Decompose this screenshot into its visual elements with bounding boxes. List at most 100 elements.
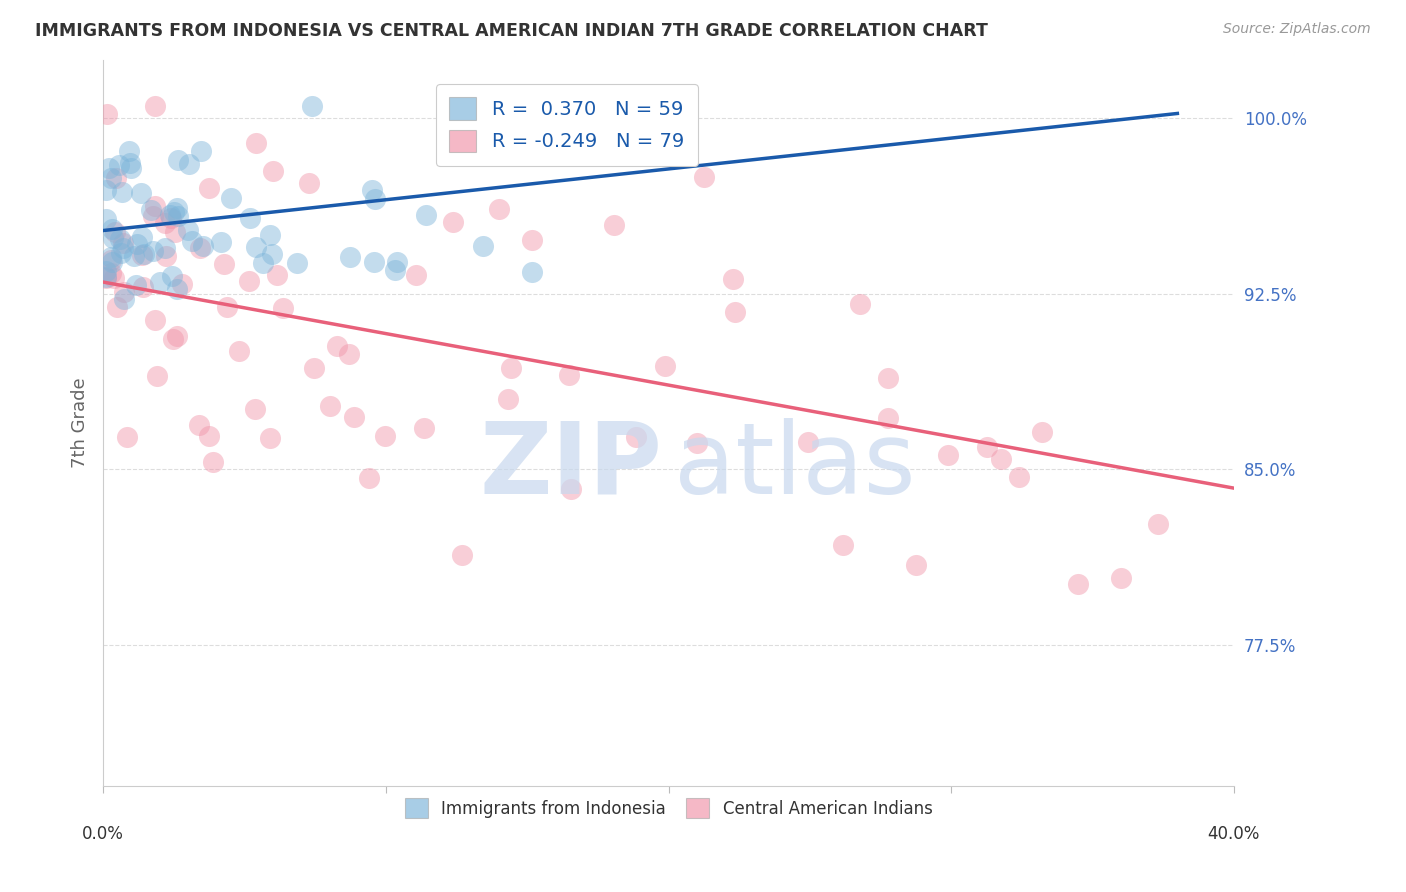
Point	[936, 449, 959, 463]
Point	[1008, 469, 1031, 483]
Point	[96, 107, 118, 121]
Point	[129, 186, 152, 200]
Point	[100, 255, 122, 269]
Point	[260, 247, 283, 261]
Point	[259, 227, 281, 242]
Point	[693, 169, 716, 184]
Point	[405, 268, 427, 282]
Point	[104, 171, 127, 186]
Point	[877, 371, 900, 385]
Point	[832, 538, 855, 552]
Point	[302, 360, 325, 375]
Point	[143, 199, 166, 213]
Point	[287, 256, 309, 270]
Point	[139, 203, 162, 218]
Text: atlas: atlas	[675, 417, 915, 515]
Point	[166, 153, 188, 168]
Point	[228, 344, 250, 359]
Point	[450, 549, 472, 563]
Point	[118, 156, 141, 170]
Point	[143, 313, 166, 327]
Point	[160, 211, 183, 226]
Point	[170, 277, 193, 291]
Point	[188, 241, 211, 255]
Point	[112, 293, 135, 307]
Point	[415, 208, 437, 222]
Point	[721, 272, 744, 286]
Point	[190, 144, 212, 158]
Point	[498, 392, 520, 407]
Point	[603, 218, 626, 232]
Point	[160, 269, 183, 284]
Point	[153, 241, 176, 255]
Point	[122, 249, 145, 263]
Point	[179, 156, 201, 170]
Point	[202, 455, 225, 469]
Point	[337, 347, 360, 361]
Point	[104, 226, 127, 240]
Point	[131, 229, 153, 244]
Point	[271, 301, 294, 315]
Point	[149, 276, 172, 290]
Point	[142, 244, 165, 258]
Point	[100, 170, 122, 185]
Point	[115, 429, 138, 443]
Point	[108, 232, 131, 246]
Point	[131, 280, 153, 294]
Point	[245, 240, 267, 254]
Point	[143, 99, 166, 113]
Point	[100, 266, 122, 280]
Text: 0.0%: 0.0%	[82, 825, 124, 844]
Point	[1031, 425, 1053, 440]
Point	[990, 452, 1012, 467]
Point	[876, 411, 898, 425]
Point	[100, 250, 122, 264]
Point	[132, 247, 155, 261]
Point	[624, 430, 647, 444]
Point	[94, 212, 117, 227]
Point	[112, 241, 135, 255]
Point	[499, 361, 522, 376]
Point	[166, 209, 188, 223]
Point	[176, 223, 198, 237]
Point	[252, 256, 274, 270]
Point	[796, 434, 818, 449]
Point	[101, 222, 124, 236]
Point	[357, 471, 380, 485]
Text: 40.0%: 40.0%	[1208, 825, 1260, 844]
Point	[374, 429, 396, 443]
Point	[142, 209, 165, 223]
Point	[245, 136, 267, 151]
Point	[472, 238, 495, 252]
Point	[209, 235, 232, 249]
Point	[94, 182, 117, 196]
Point	[153, 216, 176, 230]
Text: ZIP: ZIP	[479, 417, 662, 515]
Point	[266, 268, 288, 282]
Point	[100, 252, 122, 267]
Point	[94, 269, 117, 284]
Point	[385, 255, 408, 269]
Point	[849, 297, 872, 311]
Point	[560, 482, 582, 496]
Y-axis label: 7th Grade: 7th Grade	[72, 377, 89, 468]
Point	[103, 271, 125, 285]
Point	[441, 215, 464, 229]
Point	[262, 163, 284, 178]
Point	[384, 263, 406, 277]
Point	[364, 192, 387, 206]
Point	[101, 231, 124, 245]
Point	[298, 176, 321, 190]
Point	[654, 359, 676, 373]
Point	[125, 236, 148, 251]
Point	[724, 305, 747, 319]
Point	[131, 248, 153, 262]
Point	[239, 211, 262, 225]
Point	[363, 255, 385, 269]
Point	[162, 332, 184, 346]
Point	[110, 246, 132, 260]
Point	[325, 339, 347, 353]
Point	[112, 285, 135, 299]
Point	[558, 368, 581, 382]
Point	[105, 300, 128, 314]
